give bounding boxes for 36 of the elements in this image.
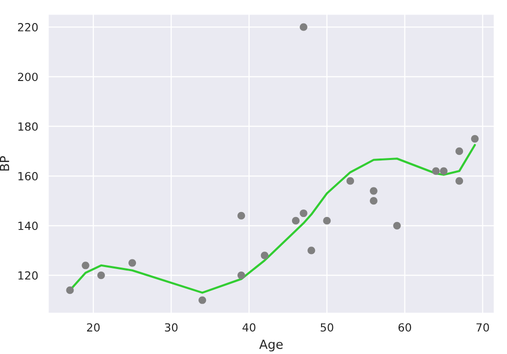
point [198, 296, 206, 304]
point [323, 216, 331, 224]
x-tick-label: 60 [398, 323, 412, 332]
point [237, 212, 246, 220]
point [471, 134, 479, 143]
x-tick-label: 40 [242, 323, 256, 332]
point [128, 259, 136, 267]
x-tick-label: 50 [320, 323, 334, 332]
point [260, 252, 268, 260]
point [432, 167, 440, 175]
x-tick-label: 20 [87, 323, 100, 332]
point [455, 147, 464, 155]
point [82, 262, 90, 270]
point [292, 216, 300, 224]
point [300, 23, 308, 31]
point [370, 187, 378, 195]
x-tick-label: 30 [164, 323, 178, 332]
point [300, 209, 308, 218]
y-tick-label: 220 [18, 23, 38, 32]
point [97, 272, 105, 280]
y-axis-title: BP [0, 156, 10, 171]
point [66, 286, 74, 294]
y-tick-label: 120 [18, 271, 38, 280]
point [370, 197, 378, 205]
point [393, 222, 401, 230]
x-axis-title: Age [259, 340, 283, 352]
x-tick-label: 70 [476, 323, 489, 332]
y-tick-label: 200 [18, 72, 38, 82]
point [237, 272, 246, 280]
point [308, 246, 316, 254]
y-tick-label: 180 [18, 122, 38, 131]
point [440, 167, 448, 175]
y-tick-label: 140 [18, 222, 38, 230]
y-tick-label: 160 [18, 172, 38, 180]
point [346, 177, 354, 185]
point [455, 177, 464, 185]
